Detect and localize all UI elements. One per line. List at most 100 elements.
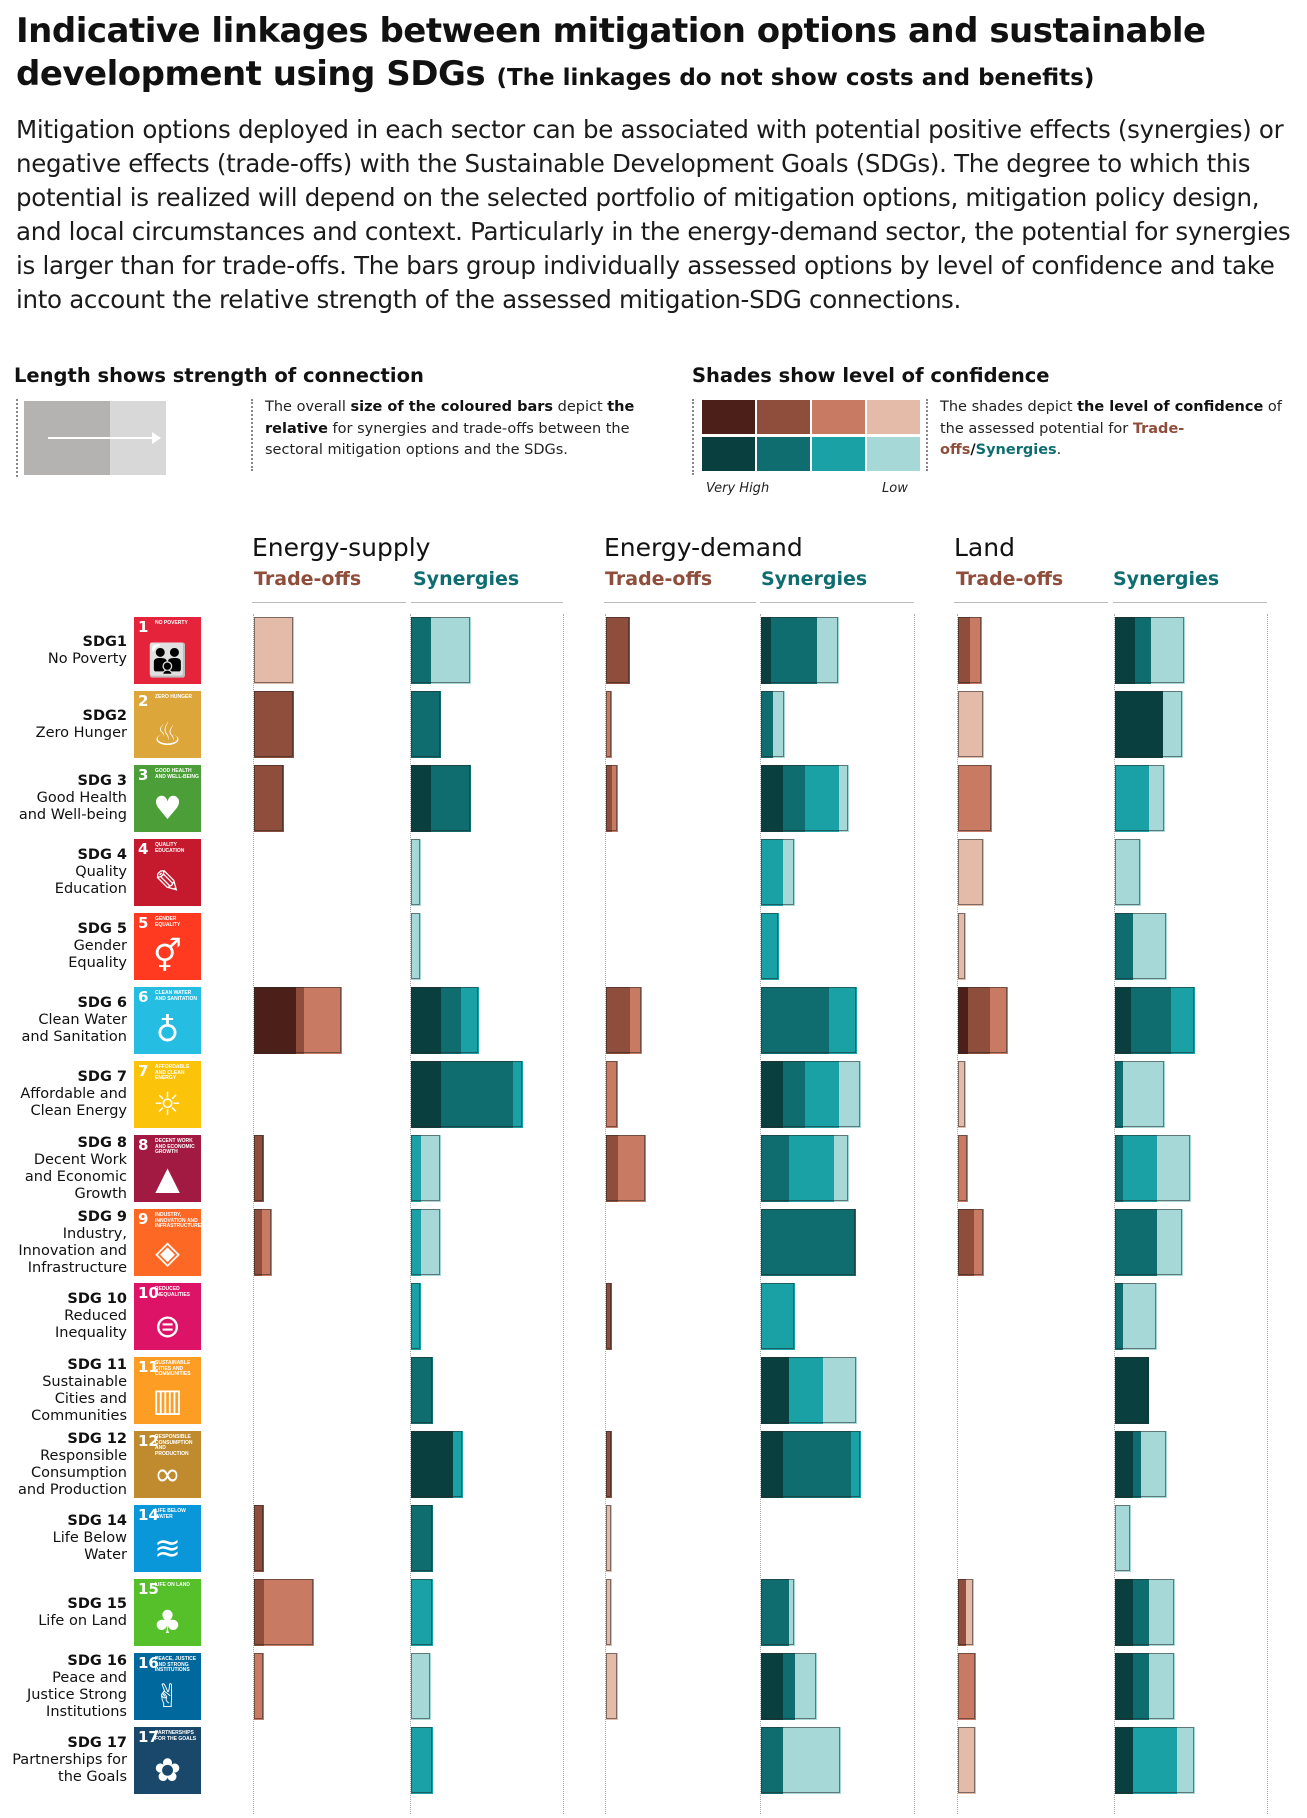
bar-energy-supply-tradeoffs-14-high xyxy=(254,1505,264,1572)
bar-outline xyxy=(411,1579,432,1645)
bar-energy-demand-synergies-10-medium xyxy=(761,1283,795,1350)
bar-energy-supply-synergies-1-high xyxy=(411,617,431,684)
sdg-name-line: Education xyxy=(54,881,127,897)
bar-land-tradeoffs-9-medium xyxy=(974,1209,984,1276)
bar-land-synergies-15-high xyxy=(1133,1579,1149,1646)
sdg-icon-caption: Good health and well-being xyxy=(155,768,199,780)
bar-land-synergies-17-low xyxy=(1177,1727,1195,1794)
bar-outline xyxy=(761,839,794,905)
bar-outline xyxy=(606,1135,645,1201)
bar-land-synergies-14-low xyxy=(1115,1505,1131,1572)
bar-energy-demand-synergies-12-medium xyxy=(851,1431,861,1498)
bar-outline xyxy=(958,987,1007,1053)
sdg-icon-caption: Zero hunger xyxy=(155,694,192,700)
sdg-row-label: SDG 14 Life Below Water xyxy=(0,1513,127,1564)
bar-outline xyxy=(254,1653,263,1719)
sdg-row-label: SDG 6 Clean Water and Sanitation xyxy=(0,995,127,1046)
bar-energy-demand-tradeoffs-15-low xyxy=(606,1579,612,1646)
sdg-icon-5: 5 Gender equality ⚥ xyxy=(134,913,201,980)
tradeoff-shade-high xyxy=(757,400,810,434)
sdg-name-line: Justice Strong xyxy=(26,1686,127,1703)
sdg-row-label: SDG2 Zero Hunger xyxy=(0,708,127,742)
bar-outline xyxy=(1115,691,1182,757)
sdg-row-label: SDG 10 Reduced Inequality xyxy=(0,1291,127,1342)
bar-outline xyxy=(254,987,341,1053)
land-synergies-baseline xyxy=(1114,614,1115,1814)
bar-energy-supply-synergies-8-medium xyxy=(411,1135,421,1202)
bar-outline xyxy=(411,839,420,905)
sdg-icon-number: 7 xyxy=(138,1062,149,1080)
bar-energy-demand-synergies-16-high xyxy=(783,1653,795,1720)
bar-outline xyxy=(958,913,965,979)
bar-outline xyxy=(1115,1653,1174,1719)
sdg-code: SDG 7 xyxy=(77,1069,127,1085)
bar-energy-demand-tradeoffs-3-medium xyxy=(612,765,618,832)
confidence-very-high-label: Very High xyxy=(706,481,770,496)
bar-land-synergies-7-high xyxy=(1115,1061,1123,1128)
bar-energy-supply-tradeoffs-15-high xyxy=(254,1579,264,1646)
sdg-icon-number: 8 xyxy=(138,1136,149,1154)
sdg-name-line: Sustainable xyxy=(42,1373,127,1390)
bar-outline xyxy=(761,1061,860,1127)
energy-demand-tradeoffs-baseline xyxy=(605,614,606,1814)
bar-energy-demand-synergies-11-very-high xyxy=(761,1357,789,1424)
bar-energy-demand-synergies-16-low xyxy=(795,1653,817,1720)
bowl-icon: ♨ xyxy=(153,715,182,753)
bar-outline xyxy=(411,1505,432,1571)
synergy-shade-medium xyxy=(812,437,865,471)
energy-supply-tradeoffs-baseline xyxy=(253,614,254,1814)
bar-energy-demand-synergies-4-medium xyxy=(761,839,783,906)
bar-land-synergies-5-low xyxy=(1133,913,1167,980)
bar-energy-demand-synergies-17-low xyxy=(783,1727,841,1794)
bar-energy-supply-synergies-6-high xyxy=(441,987,461,1054)
bar-energy-demand-synergies-1-high xyxy=(771,617,817,684)
bar-energy-demand-tradeoffs-8-high xyxy=(606,1135,618,1202)
bar-land-synergies-1-high xyxy=(1135,617,1151,684)
bar-land-synergies-16-high xyxy=(1133,1653,1149,1720)
bar-outline xyxy=(254,617,293,683)
bar-energy-demand-synergies-8-high xyxy=(761,1135,789,1202)
sdg-icon-number: 2 xyxy=(138,692,149,710)
bar-land-tradeoffs-15-low xyxy=(966,1579,974,1646)
bar-outline xyxy=(761,913,778,979)
bar-energy-supply-synergies-7-high xyxy=(441,1061,513,1128)
bar-energy-supply-synergies-3-high xyxy=(431,765,471,832)
bar-land-synergies-10-high xyxy=(1115,1283,1123,1350)
sdg-code: SDG 3 xyxy=(77,773,127,789)
energy-supply-end-divider xyxy=(563,614,564,1814)
bar-outline xyxy=(1115,1209,1182,1275)
bar-outline xyxy=(761,1579,794,1645)
bar-energy-supply-synergies-7-medium xyxy=(513,1061,523,1128)
bar-energy-demand-synergies-4-low xyxy=(783,839,795,906)
sdg-name-line: Peace and xyxy=(52,1669,127,1686)
tradeoff-shade-medium xyxy=(812,400,865,434)
bar-land-tradeoffs-1-high xyxy=(958,617,970,684)
bar-land-synergies-10-low xyxy=(1123,1283,1157,1350)
bar-outline xyxy=(411,1727,432,1793)
bar-energy-demand-tradeoffs-10-high xyxy=(606,1283,612,1350)
equal-icon: ⊜ xyxy=(154,1307,181,1345)
tradeoffs-rule xyxy=(604,602,756,603)
sdg-icon-caption: Peace, justice and strong institutions xyxy=(155,1656,197,1673)
bar-outline xyxy=(606,1579,611,1645)
bar-outline xyxy=(1115,1357,1148,1423)
length-legend-title: Length shows strength of connection xyxy=(14,364,424,387)
dove-icon: ✌ xyxy=(154,1677,181,1715)
bar-land-tradeoffs-16-medium xyxy=(958,1653,976,1720)
bar-outline xyxy=(958,617,981,683)
sdg-icon-number: 10 xyxy=(138,1284,159,1302)
bar-energy-supply-tradeoffs-2-high xyxy=(254,691,294,758)
sdg-icon-8: 8 Decent work and economic growth ▲ xyxy=(134,1135,201,1202)
bar-energy-demand-synergies-7-medium xyxy=(805,1061,839,1128)
sdg-name-line: Institutions xyxy=(46,1703,127,1720)
bar-energy-demand-tradeoffs-14-low xyxy=(606,1505,612,1572)
sdg-name-line: Equality xyxy=(68,955,127,971)
bar-land-tradeoffs-15-high xyxy=(958,1579,966,1646)
bar-outline xyxy=(1115,913,1166,979)
bar-energy-demand-tradeoffs-12-high xyxy=(606,1431,612,1498)
sdg-icon-number: 15 xyxy=(138,1580,159,1598)
sdg-name-line: and Economic xyxy=(24,1168,127,1185)
sdg-icon-number: 4 xyxy=(138,840,149,858)
sdg-icon-3: 3 Good health and well-being ♥ xyxy=(134,765,201,832)
bar-outline xyxy=(606,987,641,1053)
